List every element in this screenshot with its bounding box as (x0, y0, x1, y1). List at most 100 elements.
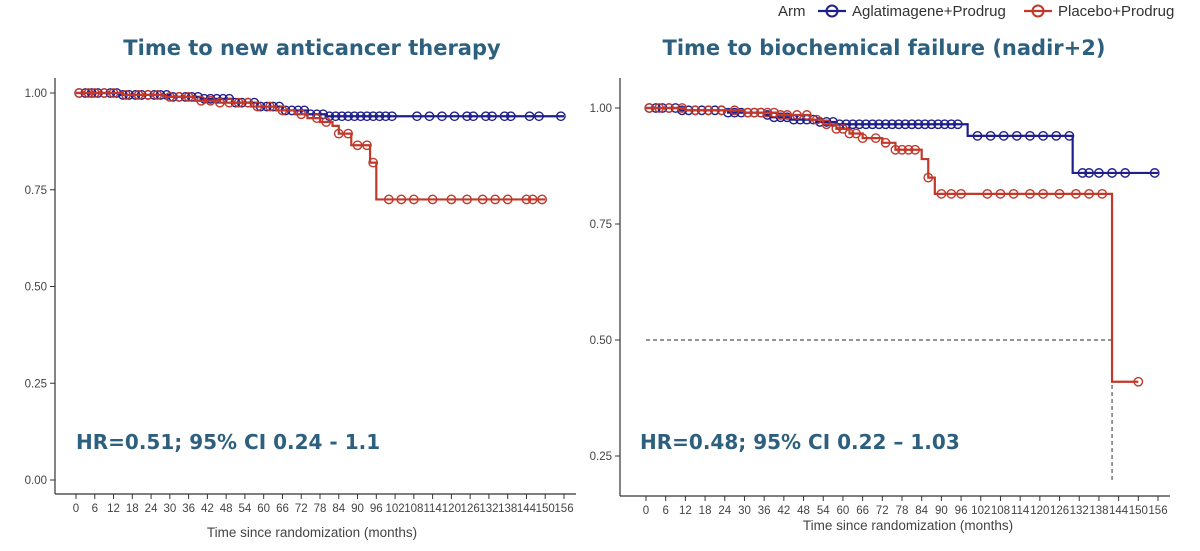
censor-mark (555, 111, 566, 122)
x-tick-label: 18 (126, 503, 139, 515)
censor-mark (821, 119, 832, 130)
legend-item-aglatimagene: Aglatimagene+Prodrug (818, 3, 1006, 20)
x-tick-label: 132 (479, 503, 498, 515)
censor-mark (870, 133, 881, 144)
y-tick-label: 1.00 (590, 103, 612, 115)
x-tick-label: 138 (1089, 505, 1108, 517)
x-tick-label: 126 (461, 503, 480, 515)
x-tick-label: 108 (404, 503, 423, 515)
censor-mark (972, 130, 983, 141)
censor-mark (330, 111, 341, 122)
y-tick-label: 0.25 (590, 451, 612, 463)
censor-mark (946, 188, 957, 199)
censor-mark (311, 113, 322, 124)
censor-mark (1011, 130, 1022, 141)
censor-mark (952, 119, 963, 130)
km-series-line (646, 106, 1139, 383)
censor-mark (333, 128, 344, 139)
censor-mark (449, 111, 460, 122)
censor-mark (854, 119, 865, 130)
censor-mark (1120, 168, 1131, 178)
km-chart-new-anticancer-therapy: Time to new anticancer therapy HR=0.51; … (25, 36, 576, 540)
censor-mark (183, 91, 194, 102)
x-tick-label: 54 (239, 503, 252, 515)
censor-mark (1077, 168, 1088, 178)
censor-mark (396, 194, 407, 205)
legend-circle-icon (825, 4, 839, 18)
x-tick-label: 18 (699, 505, 712, 517)
x-tick-label: 78 (896, 505, 909, 517)
censor-mark (801, 110, 812, 120)
censor-mark (897, 144, 907, 155)
x-tick-label: 78 (314, 503, 327, 515)
x-tick-label: 60 (837, 505, 850, 517)
censor-mark (716, 105, 727, 116)
x-tick-label: 12 (679, 505, 692, 517)
legend-item-placebo: Placebo+Prodrug (1024, 3, 1174, 20)
x-tick-label: 96 (955, 505, 968, 517)
censor-mark (860, 119, 871, 130)
censor-mark (847, 119, 858, 130)
x-tick-label: 156 (1148, 505, 1167, 517)
censor-mark (468, 111, 479, 122)
censor-mark (903, 144, 914, 155)
censor-mark (480, 111, 491, 122)
censor-mark (1097, 188, 1108, 199)
x-tick-label: 120 (1030, 505, 1049, 517)
censor-mark (982, 188, 993, 199)
x-tick-label: 42 (777, 505, 790, 517)
x-tick-label: 150 (536, 503, 555, 515)
censor-mark (677, 103, 688, 113)
x-tick-label: 144 (1109, 505, 1129, 517)
censor-mark (1025, 130, 1035, 141)
censor-mark (152, 90, 163, 100)
y-tick-label: 0.00 (25, 475, 47, 487)
censor-mark (143, 90, 153, 100)
censor-mark (164, 91, 175, 102)
censor-mark (1094, 168, 1104, 178)
censor-mark (890, 144, 901, 155)
censor-mark (224, 97, 235, 108)
censor-mark (811, 114, 822, 125)
y-tick-label: 1.00 (25, 88, 47, 100)
censor-mark (923, 172, 934, 183)
censor-mark (644, 103, 655, 113)
chart-title: Time to new anticancer therapy (123, 36, 501, 60)
censor-mark (1071, 188, 1081, 199)
median-survival-line (646, 339, 1113, 482)
censor-mark (362, 111, 372, 122)
censor-mark (913, 119, 924, 130)
censor-mark (368, 111, 379, 122)
x-tick-label: 96 (370, 503, 383, 515)
x-tick-label: 114 (423, 503, 442, 515)
censor-mark (762, 107, 773, 118)
censor-mark (664, 103, 674, 113)
y-tick-label: 0.75 (25, 185, 47, 197)
censor-mark (252, 101, 263, 112)
censor-mark (521, 194, 532, 205)
x-tick-label: 156 (554, 503, 573, 515)
x-tick-label: 138 (498, 503, 517, 515)
censor-mark (412, 111, 422, 122)
censor-mark (336, 111, 347, 122)
censor-mark (477, 194, 488, 205)
y-tick-label: 0.25 (25, 378, 47, 390)
censor-mark (1025, 188, 1035, 199)
x-tick-label: 30 (163, 503, 176, 515)
km-series-line (646, 106, 1158, 175)
x-tick-label: 90 (351, 503, 364, 515)
censor-mark (910, 144, 921, 155)
x-tick-label: 90 (935, 505, 948, 517)
censor-mark (374, 111, 385, 122)
x-tick-label: 72 (876, 505, 889, 517)
hazard-ratio-annotation: HR=0.48; 95% CI 0.22 – 1.03 (640, 430, 960, 454)
censor-mark (89, 88, 100, 98)
censor-mark (462, 111, 472, 122)
x-tick-label: 48 (220, 503, 233, 515)
x-tick-label: 150 (1129, 505, 1148, 517)
censor-mark (214, 97, 225, 108)
censor-mark (352, 140, 363, 151)
x-tick-label: 60 (257, 503, 270, 515)
x-tick-label: 24 (145, 503, 158, 515)
censor-mark (205, 95, 216, 106)
